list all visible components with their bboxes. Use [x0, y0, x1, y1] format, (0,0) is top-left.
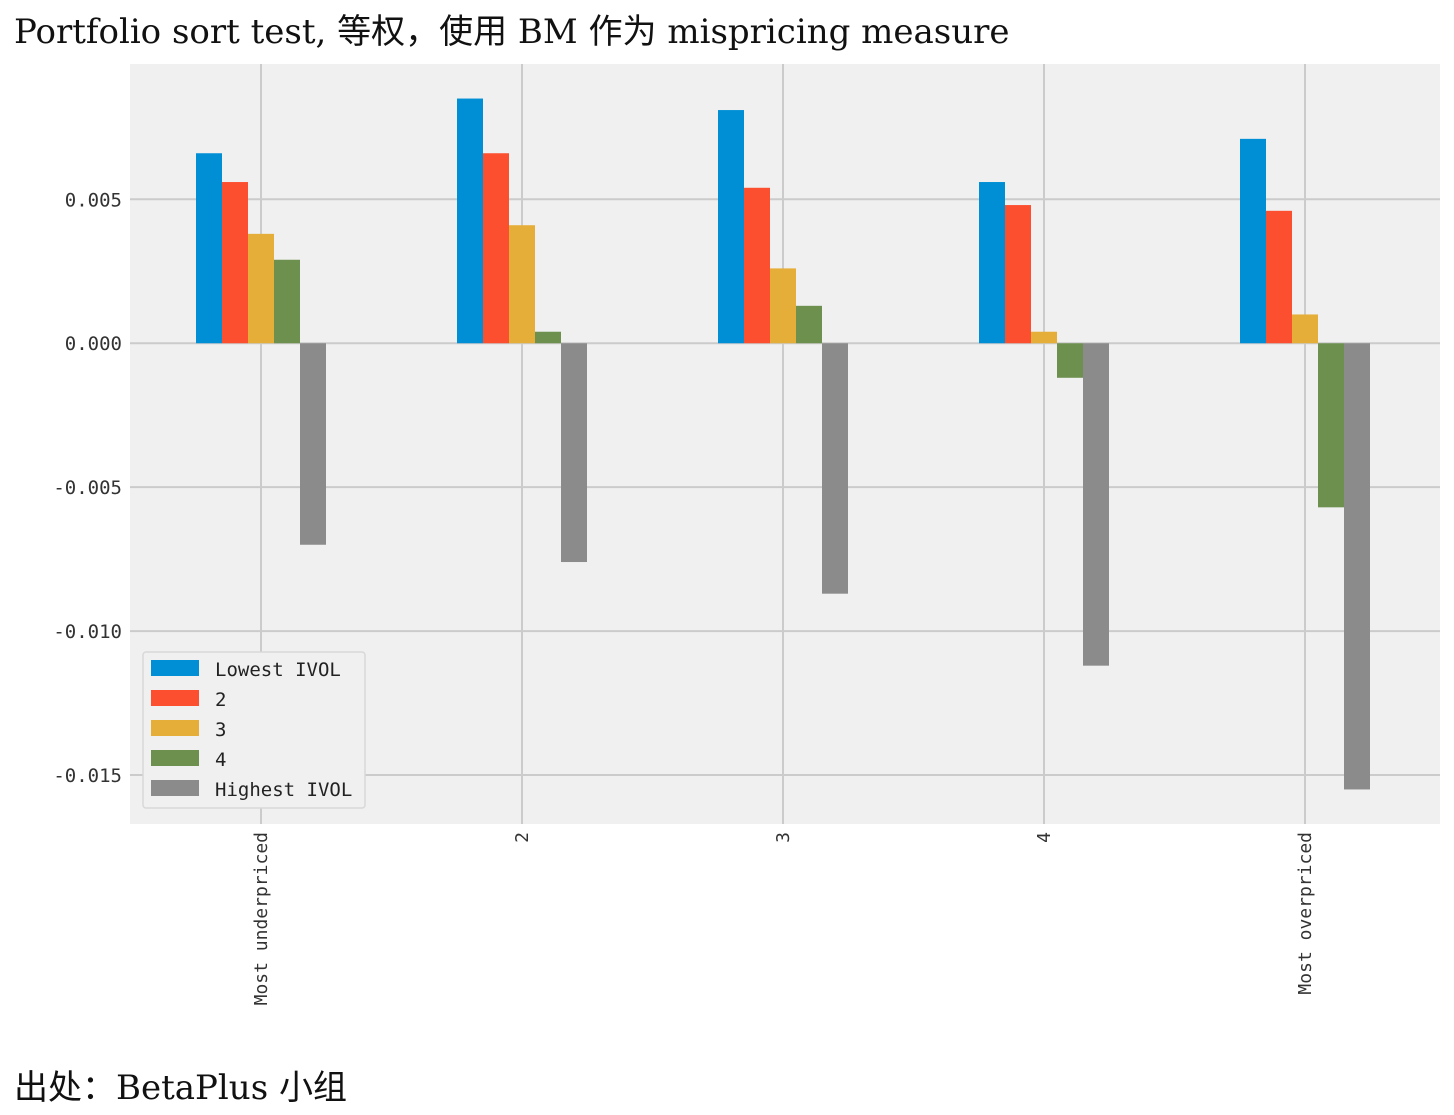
bar [979, 182, 1005, 344]
bar [718, 110, 744, 344]
bar [796, 305, 822, 344]
legend-swatch [151, 720, 199, 736]
source-note: 出处：BetaPlus 小组 [14, 1068, 347, 1108]
bar [274, 259, 300, 344]
x-tick-label: Most overpriced [1295, 832, 1316, 995]
bar [248, 233, 274, 344]
bar [770, 268, 796, 344]
bar [1344, 343, 1370, 790]
y-tick-label: 0.000 [65, 333, 122, 355]
legend-label: Highest IVOL [215, 779, 352, 801]
y-tick-label: -0.010 [53, 621, 122, 643]
bar [535, 331, 561, 344]
bar [1057, 343, 1083, 378]
x-axis-ticks: Most underpriced 2 3 4 Most overpriced [251, 832, 1316, 1005]
x-tick-label: 2 [512, 832, 533, 843]
legend-swatch [151, 780, 199, 796]
bar [196, 153, 222, 344]
bar [300, 343, 326, 545]
bar [822, 343, 848, 594]
legend-label: Lowest IVOL [215, 659, 341, 681]
legend-label: 4 [215, 749, 226, 771]
bar [561, 343, 587, 563]
legend-swatch [151, 660, 199, 676]
bar-chart: 0.005 0.000 -0.005 -0.010 -0.015 Most underp… [53, 64, 1440, 1005]
y-axis-ticks: 0.005 0.000 -0.005 -0.010 -0.015 [53, 189, 122, 787]
bar [509, 225, 535, 344]
bars [196, 98, 1370, 790]
legend: Lowest IVOL 2 3 4 Highest IVOL [142, 651, 366, 809]
x-tick-label: 4 [1034, 832, 1055, 843]
y-tick-label: -0.005 [53, 477, 122, 499]
legend-label: 3 [215, 719, 226, 741]
bar [457, 98, 483, 344]
y-tick-label: -0.015 [53, 765, 122, 787]
bar [1292, 314, 1318, 344]
bar [1083, 343, 1109, 666]
legend-label: 2 [215, 689, 226, 711]
bar [1240, 138, 1266, 344]
bar [744, 187, 770, 344]
chart-title: Portfolio sort test, 等权，使用 BM 作为 mispric… [14, 12, 1010, 52]
bar [483, 153, 509, 344]
x-tick-label: 3 [773, 832, 794, 843]
y-tick-label: 0.005 [65, 189, 122, 211]
bar [222, 182, 248, 344]
legend-swatch [151, 690, 199, 706]
x-tick-label: Most underpriced [251, 832, 272, 1005]
bar [1318, 343, 1344, 508]
bar [1031, 331, 1057, 344]
bar [1266, 210, 1292, 344]
bar [1005, 205, 1031, 344]
legend-swatch [151, 750, 199, 766]
